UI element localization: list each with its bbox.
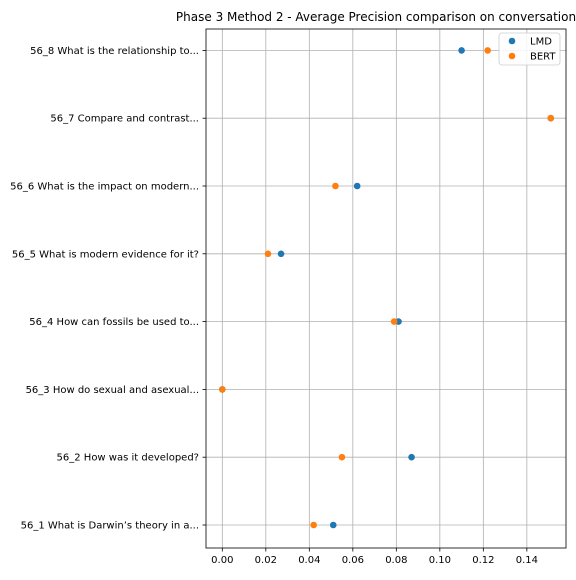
chart-title: Phase 3 Method 2 - Average Precision com…: [176, 10, 576, 24]
legend-marker-bert: [508, 52, 516, 60]
x-tick-label: 0.04: [298, 555, 320, 566]
x-tick-label: 0.08: [385, 555, 407, 566]
data-point-bert: [264, 250, 272, 258]
y-tick-label: 56_8 What is the relationship to...: [30, 46, 199, 57]
data-point-bert: [390, 318, 398, 325]
data-point-bert: [338, 453, 346, 461]
data-point-bert: [484, 47, 491, 54]
y-tick-label: 56_3 How do sexual and asexual...: [26, 385, 199, 396]
data-point-lmd: [408, 453, 415, 461]
legend-marker-lmd: [508, 37, 516, 45]
data-point-bert: [310, 521, 317, 529]
data-point-lmd: [458, 47, 465, 54]
data-point-lmd: [329, 521, 337, 529]
x-tick-label: 0.10: [429, 555, 451, 566]
y-tick-label: 56_5 What is modern evidence for it?: [12, 249, 199, 260]
y-tick-label: 56_7 Compare and contrast...: [50, 114, 199, 125]
plot-frame: [205, 28, 567, 549]
legend-label-bert: BERT: [530, 52, 556, 63]
data-point-lmd: [353, 182, 361, 190]
data-point-bert: [332, 182, 339, 190]
y-tick-label: 56_1 What is Darwin’s theory in a...: [21, 521, 199, 532]
y-tick-label: 56_4 How can fossils be used to...: [29, 317, 199, 328]
y-tick-label: 56_6 What is the impact on modern...: [10, 182, 199, 193]
y-tick-label: 56_2 How was it developed?: [57, 453, 199, 464]
data-point-bert: [547, 114, 555, 122]
legend-label-lmd: LMD: [530, 37, 552, 48]
data-point-lmd: [277, 250, 285, 258]
legend: LMD BERT: [498, 32, 561, 66]
data-point-bert: [219, 386, 226, 393]
x-tick-label: 0.14: [516, 555, 538, 566]
plot-area: 0.00 0.02 0.04 0.06 0.08 0.10 0.12 0.14 56_1 Wha…: [10, 28, 567, 566]
x-tick-label: 0.12: [472, 555, 494, 566]
x-tick-label: 0.06: [342, 555, 364, 566]
x-tick-label: 0.00: [211, 555, 233, 566]
x-tick-label: 0.02: [255, 555, 277, 566]
